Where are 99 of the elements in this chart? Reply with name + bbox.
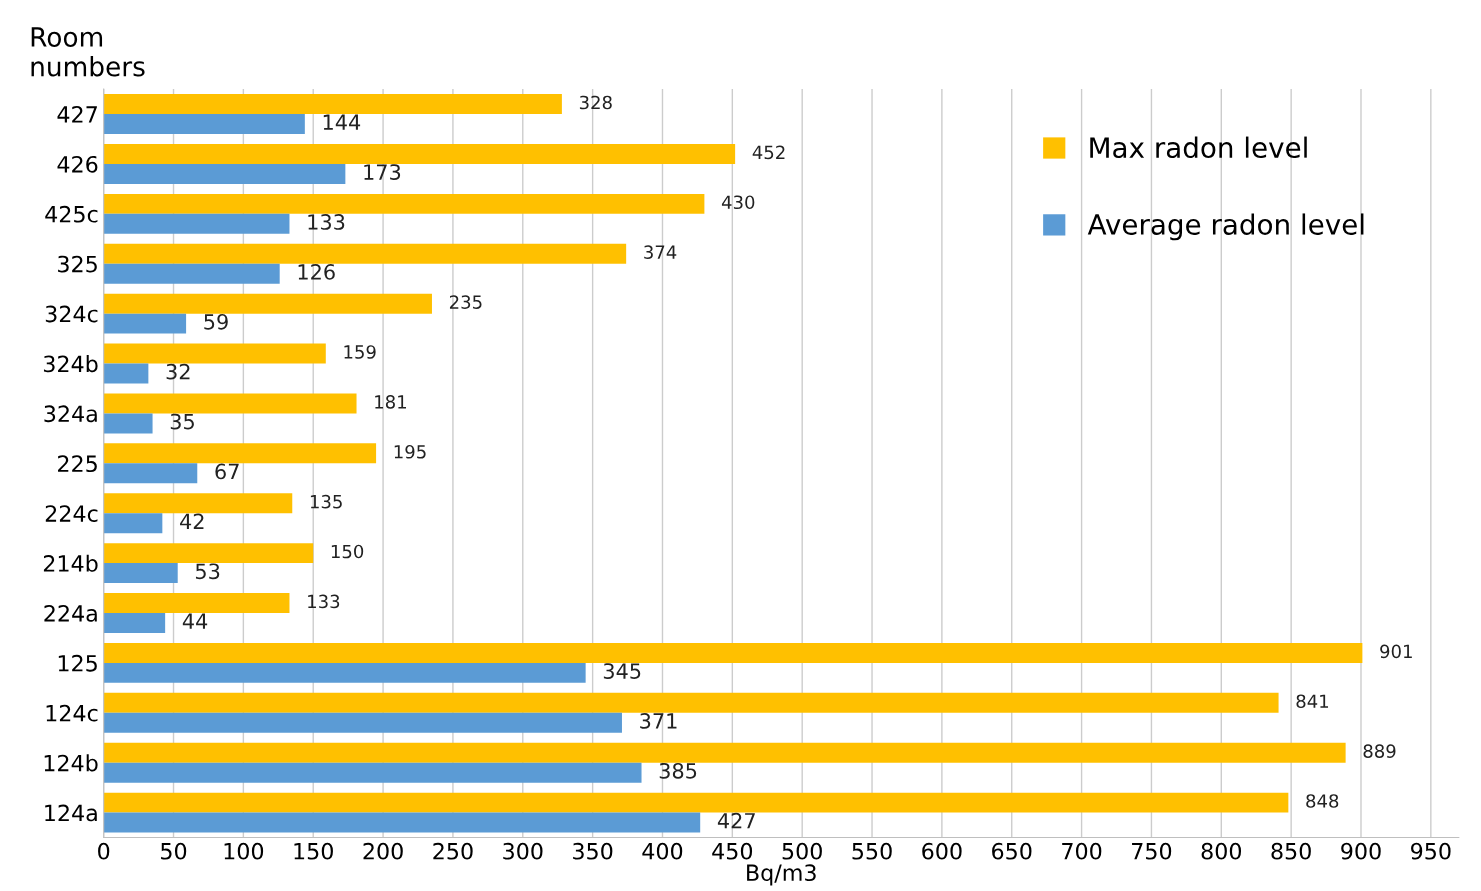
- legend-label: Average radon level: [1087, 213, 1364, 241]
- y-tick-label: 224c: [45, 505, 98, 522]
- bar: [103, 712, 622, 733]
- bar: [103, 513, 163, 534]
- data-label: 133: [308, 594, 340, 609]
- legend-label: Max radon level: [1090, 136, 1307, 159]
- bar: [103, 163, 346, 184]
- bar: [103, 593, 290, 614]
- data-label: 59: [204, 313, 228, 330]
- x-tick-label: 500: [782, 842, 822, 860]
- bar: [103, 313, 187, 334]
- data-label: 345: [603, 663, 641, 679]
- bar: [103, 143, 736, 164]
- data-label: 135: [310, 494, 342, 509]
- data-label: 126: [298, 264, 335, 280]
- bar: [103, 613, 166, 633]
- bar: [103, 114, 305, 135]
- data-label: 35: [170, 413, 194, 430]
- x-tick-label: 300: [503, 842, 543, 860]
- x-tick-label: 900: [1341, 842, 1381, 860]
- data-label: 53: [195, 563, 220, 580]
- x-tick-label: 400: [642, 842, 683, 860]
- data-label: 371: [640, 713, 677, 729]
- bar: [103, 393, 357, 414]
- x-tick-label: 350: [573, 842, 613, 860]
- data-label: 181: [375, 395, 406, 409]
- data-label: 159: [344, 345, 376, 359]
- y-tick-label: 324b: [43, 355, 98, 373]
- x-tick-label: 800: [1201, 842, 1242, 860]
- x-tick-label: 450: [712, 842, 753, 860]
- x-tick-label: 100: [224, 842, 264, 860]
- bar: [103, 692, 1279, 713]
- data-label: 385: [659, 762, 697, 779]
- data-label: 430: [721, 195, 755, 210]
- bar: [103, 792, 1289, 813]
- data-label: 427: [717, 812, 755, 829]
- bar: [103, 662, 586, 683]
- bar: [103, 443, 377, 464]
- bar: [103, 742, 1346, 763]
- y-tick-label: 225: [58, 455, 97, 473]
- bar: [103, 493, 293, 514]
- bar: [103, 363, 149, 384]
- data-label: 901: [1380, 644, 1412, 659]
- data-label: 328: [579, 95, 612, 110]
- y-tick-label: 124b: [44, 754, 98, 772]
- x-tick-label: 600: [922, 842, 962, 860]
- y-axis-title: Room numbers: [31, 27, 145, 77]
- bar: [103, 193, 705, 214]
- data-label: 67: [215, 463, 239, 480]
- bar: [103, 263, 280, 284]
- y-tick-label: 426: [57, 155, 98, 173]
- y-tick-label: 125: [58, 654, 97, 672]
- x-tick-label: 200: [363, 842, 403, 860]
- bar: [103, 243, 627, 264]
- y-tick-label: 214b: [43, 554, 98, 572]
- bar: [103, 213, 290, 234]
- data-label: 841: [1296, 694, 1329, 709]
- data-label: 374: [644, 245, 677, 259]
- data-label: 452: [752, 145, 785, 160]
- data-label: 173: [364, 164, 401, 180]
- bar: [103, 293, 432, 314]
- x-tick-label: 650: [992, 842, 1032, 860]
- bar: [103, 642, 1363, 663]
- data-label: 144: [323, 114, 361, 130]
- x-tick-label: 0: [98, 842, 110, 860]
- data-label: 195: [394, 444, 426, 459]
- bar: [103, 543, 314, 564]
- y-tick-label: 427: [57, 106, 97, 123]
- data-label: 235: [449, 295, 482, 309]
- x-axis-title: Bq/m3: [747, 864, 816, 886]
- data-label: 133: [308, 214, 345, 230]
- y-tick-label: 425c: [45, 205, 98, 223]
- data-label: 42: [180, 513, 204, 529]
- bar: [103, 563, 178, 584]
- bar: [103, 463, 198, 484]
- y-tick-label: 324a: [44, 405, 97, 423]
- y-tick-label: 224a: [44, 604, 97, 622]
- bar: [103, 343, 326, 364]
- x-tick-label: 700: [1062, 842, 1102, 860]
- y-tick-label: 124a: [45, 804, 97, 822]
- data-label: 848: [1306, 794, 1339, 808]
- y-tick-label: 325: [58, 255, 97, 273]
- x-tick-label: 550: [852, 842, 892, 860]
- x-tick-label: 950: [1411, 842, 1451, 860]
- x-tick-label: 150: [294, 842, 333, 860]
- y-tick-label: 324c: [45, 305, 98, 323]
- x-tick-label: 850: [1271, 842, 1311, 860]
- y-tick-label: 124c: [46, 704, 98, 722]
- bar: [103, 812, 701, 833]
- x-tick-label: 750: [1132, 842, 1172, 860]
- bar: [103, 413, 153, 434]
- data-label: 889: [1363, 744, 1396, 758]
- bar: [103, 94, 562, 115]
- bar: [103, 762, 642, 783]
- data-label: 150: [331, 544, 364, 559]
- x-tick-label: 250: [433, 842, 473, 860]
- x-tick-label: 50: [161, 842, 187, 860]
- data-label: 44: [182, 613, 208, 629]
- data-label: 32: [166, 363, 190, 380]
